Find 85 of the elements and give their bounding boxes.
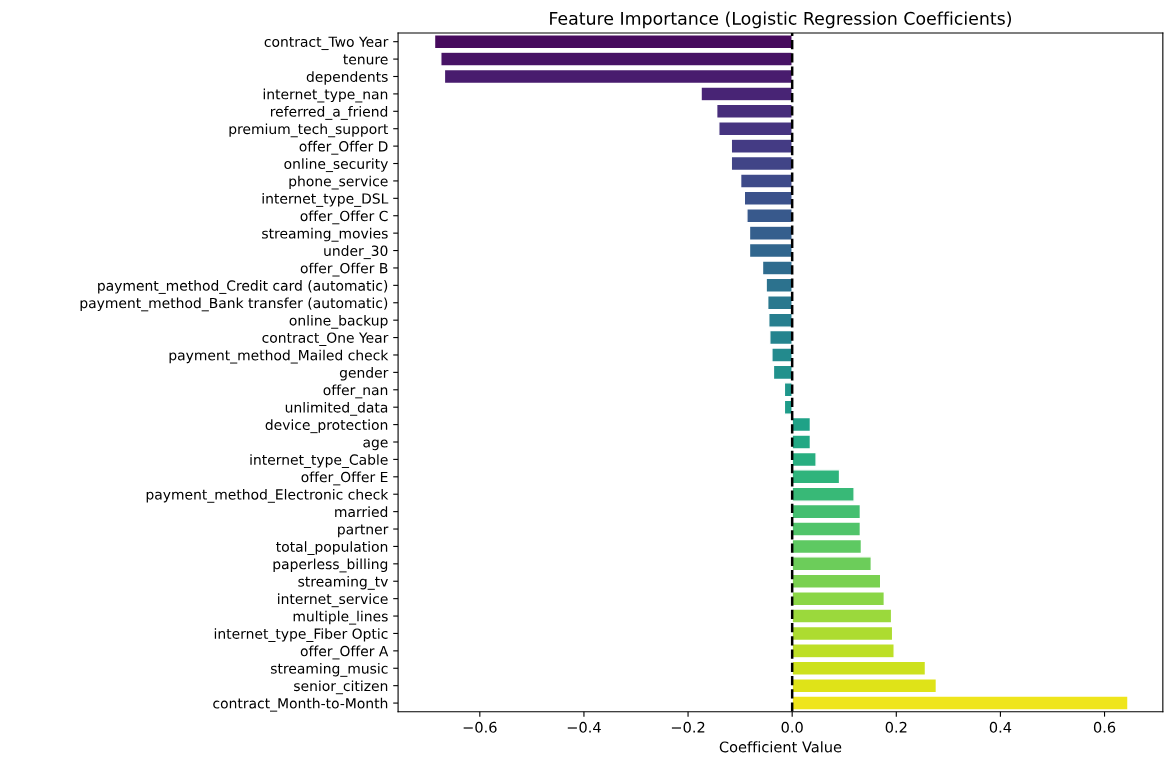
bar	[730, 155, 793, 172]
y-tick-label: tenure	[343, 54, 388, 65]
bar	[771, 347, 793, 363]
bar	[768, 312, 793, 328]
y-tick-label: internet_type_DSL	[262, 193, 389, 207]
bar	[748, 242, 793, 259]
y-tick-label: paperless_billing	[273, 558, 388, 573]
y-tick-label: age	[363, 439, 388, 451]
bar	[718, 121, 793, 137]
y-tick-label: offer_Offer C	[300, 210, 388, 225]
x-axis-title: Coefficient Value	[719, 741, 842, 753]
bar	[791, 503, 862, 520]
y-tick-label: payment_method_Credit card (automatic)	[98, 280, 388, 294]
bar	[767, 295, 793, 311]
bar	[791, 660, 927, 676]
y-tick-label: unlimited_data	[285, 401, 388, 416]
y-tick-label: phone_service	[289, 175, 388, 190]
bar	[765, 277, 793, 294]
x-tick-label: −0.4	[567, 721, 601, 733]
y-tick-label: senior_citizen	[294, 680, 388, 695]
y-tick-label: married	[335, 506, 388, 518]
y-tick-label: offer_Offer B	[300, 262, 388, 277]
bar	[791, 695, 1129, 711]
y-tick-label: gender	[339, 367, 389, 381]
bar	[715, 103, 793, 119]
y-tick-label: internet_type_Cable	[250, 454, 388, 468]
y-tick-label: contract_Month-to-Month	[213, 697, 388, 712]
x-tick-label: −0.2	[671, 721, 705, 733]
bar	[791, 521, 862, 537]
y-tick-label: payment_method_Bank transfer (automatic)	[80, 297, 388, 312]
bar	[791, 416, 812, 433]
bar	[791, 678, 938, 694]
x-tick-label: 0.2	[885, 721, 907, 733]
bar	[700, 86, 793, 102]
y-tick-label: referred_a_friend	[271, 106, 388, 120]
bar	[791, 486, 855, 502]
y-tick-label: device_protection	[265, 419, 388, 434]
bar	[730, 138, 793, 154]
bar	[772, 364, 793, 381]
y-tick-label: internet_type_nan	[263, 88, 388, 103]
bar	[746, 208, 793, 224]
bar	[791, 590, 886, 607]
y-tick-label: offer_Offer E	[301, 471, 388, 486]
bar	[791, 556, 873, 572]
y-tick-label: internet_service	[278, 593, 388, 608]
bar	[791, 451, 817, 468]
bar	[440, 51, 793, 67]
x-tick-label: 0.4	[989, 721, 1012, 733]
y-tick-label: streaming_movies	[262, 227, 388, 242]
y-tick-label: offer_nan	[323, 384, 388, 399]
y-tick-label: dependents	[306, 71, 388, 85]
bar	[443, 68, 793, 85]
y-tick-label: contract_Two Year	[264, 36, 389, 51]
bar	[433, 34, 793, 50]
x-tick-label: −0.6	[463, 721, 497, 733]
bar	[791, 608, 893, 624]
y-tick-label: offer_Offer D	[299, 140, 388, 155]
y-tick-label: streaming_music	[270, 662, 388, 677]
y-tick-label: streaming_tv	[298, 575, 388, 590]
y-tick-label: premium_tech_support	[229, 123, 389, 138]
chart-title: Feature Importance (Logistic Regression Coefficients)	[550, 11, 1012, 29]
bar	[791, 643, 895, 659]
bar	[761, 260, 793, 276]
bar	[769, 329, 793, 346]
bar	[743, 190, 793, 206]
y-tick-label: partner	[338, 524, 389, 538]
bar	[791, 469, 841, 485]
bar	[791, 625, 894, 642]
bar	[791, 434, 812, 450]
y-tick-label: under_30	[324, 245, 388, 260]
bar	[791, 538, 863, 555]
x-tick-label: 0.0	[781, 721, 803, 733]
bar	[739, 173, 793, 189]
y-tick-label: contract_One Year	[262, 332, 389, 346]
x-tick-label: 0.6	[1093, 721, 1116, 733]
bar	[791, 573, 882, 589]
y-tick-label: offer_Offer A	[300, 645, 389, 660]
y-tick-label: payment_method_Electronic check	[146, 488, 389, 503]
y-tick-label: multiple_lines	[293, 610, 388, 625]
y-tick-label: payment_method_Mailed check	[169, 349, 389, 364]
y-tick-label: total_population	[276, 541, 388, 555]
y-tick-label: online_security	[284, 158, 388, 173]
y-tick-label: online_backup	[289, 314, 388, 329]
y-tick-label: internet_type_Fiber Optic	[214, 628, 388, 642]
bar	[748, 225, 793, 241]
